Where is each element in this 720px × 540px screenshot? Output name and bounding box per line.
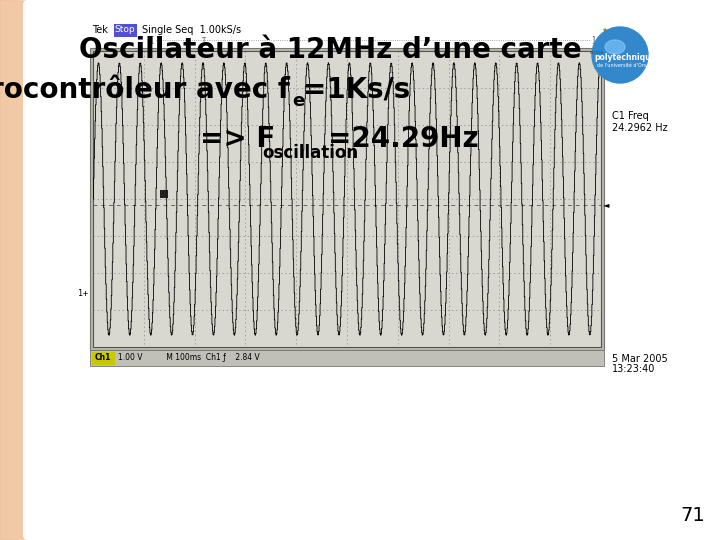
Text: [: [: [150, 36, 153, 44]
FancyBboxPatch shape: [91, 352, 114, 365]
Text: =24.29Hz: =24.29Hz: [328, 125, 479, 153]
Text: 71: 71: [680, 506, 705, 525]
Text: =1Ks/s: =1Ks/s: [303, 76, 410, 104]
Text: Ch1: Ch1: [95, 354, 111, 362]
Text: polytechnique: polytechnique: [594, 52, 656, 62]
Text: 13:23:40: 13:23:40: [612, 364, 655, 374]
Text: école: école: [590, 51, 605, 56]
FancyBboxPatch shape: [114, 24, 137, 37]
Text: microcontrôleur avec f: microcontrôleur avec f: [0, 76, 290, 104]
Bar: [90, 350, 604, 366]
Text: T: T: [201, 37, 205, 43]
Text: ]: ]: [590, 36, 594, 44]
Text: 1.00 V          M 100ms  Ch1 ƒ    2.84 V: 1.00 V M 100ms Ch1 ƒ 2.84 V: [118, 354, 260, 362]
Text: Oscillateur à 12MHz d’une carte: Oscillateur à 12MHz d’une carte: [78, 36, 581, 64]
Text: 5 Mar 2005: 5 Mar 2005: [612, 354, 667, 364]
Circle shape: [592, 27, 648, 83]
Text: Stop: Stop: [114, 25, 135, 35]
Text: ◄: ◄: [603, 200, 610, 210]
Text: oscillation: oscillation: [262, 144, 358, 162]
Text: e: e: [292, 92, 305, 110]
Bar: [90, 48, 604, 350]
Text: C1 Freq: C1 Freq: [612, 111, 649, 121]
Text: Tek: Tek: [92, 25, 108, 35]
Text: 24.2962 Hz: 24.2962 Hz: [612, 123, 667, 133]
FancyBboxPatch shape: [23, 0, 720, 540]
Text: de l'université d'Orsay: de l'université d'Orsay: [598, 62, 652, 68]
Bar: [160, 190, 168, 198]
Ellipse shape: [605, 40, 625, 54]
Text: Single Seq  1.00kS/s: Single Seq 1.00kS/s: [142, 25, 241, 35]
Text: 1+: 1+: [78, 289, 88, 298]
Bar: [93, 51, 601, 347]
Text: => F: => F: [200, 125, 275, 153]
Bar: [93, 51, 601, 347]
Polygon shape: [0, 0, 190, 540]
